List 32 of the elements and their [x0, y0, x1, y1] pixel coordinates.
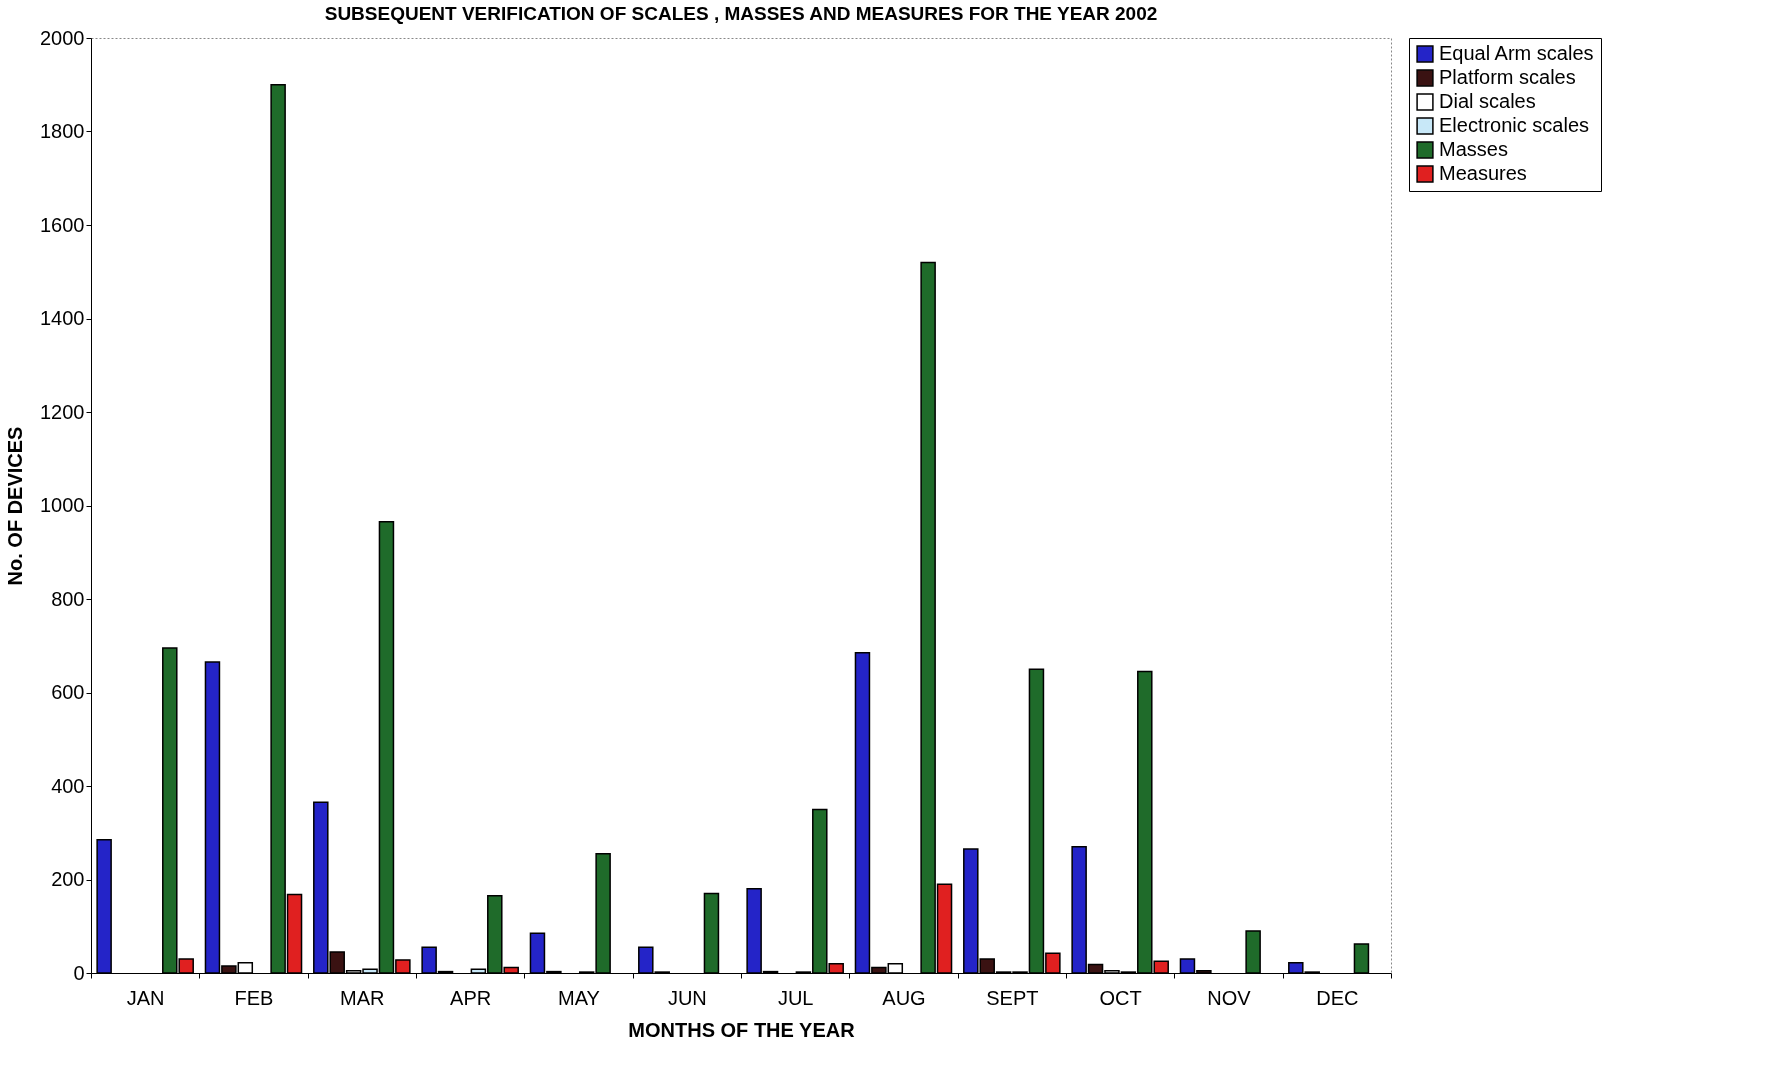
legend-label: Measures: [1439, 162, 1527, 184]
y-tick-label: 1200: [40, 400, 85, 423]
y-tick-label: 1000: [40, 494, 85, 516]
x-axis-title: MONTHS OF THE YEAR: [628, 1018, 856, 1041]
chart-title: SUBSEQUENT VERIFICATION OF SCALES , MASSES AND MEASURES FOR THE YEAR 2002: [324, 3, 1158, 24]
y-tick-label: 400: [51, 774, 85, 797]
legend-label: Dial scales: [1439, 90, 1536, 112]
x-tick-label: DEC: [1316, 986, 1359, 1009]
legend-label: Electronic scales: [1439, 114, 1590, 136]
x-tick-label: JUN: [667, 986, 707, 1009]
x-tick-label: FEB: [234, 986, 274, 1009]
y-tick-label: 0: [73, 961, 85, 984]
x-tick-label: NOV: [1207, 986, 1252, 1009]
y-tick-label: 600: [51, 681, 85, 703]
x-tick-label: OCT: [1099, 986, 1142, 1009]
y-tick-label: 1800: [40, 120, 85, 142]
y-tick-label: 1600: [40, 213, 85, 236]
x-tick-label: JAN: [126, 986, 165, 1009]
y-axis-title: No. OF DEVICES: [4, 426, 27, 586]
x-tick-label: AUG: [882, 986, 926, 1009]
legend-label: Masses: [1439, 138, 1508, 160]
x-tick-label: MAR: [340, 986, 385, 1009]
x-tick-label: SEPT: [986, 986, 1039, 1009]
x-tick-label: MAY: [558, 986, 600, 1009]
y-tick-label: 1400: [40, 307, 85, 329]
x-tick-label: APR: [450, 986, 492, 1009]
y-tick-label: 200: [51, 868, 85, 890]
legend-label: Platform scales: [1439, 66, 1576, 88]
x-tick-label: JUL: [777, 986, 814, 1009]
y-tick-label: 2000: [40, 26, 85, 49]
y-tick-label: 800: [51, 587, 85, 610]
legend-label: Equal Arm scales: [1439, 42, 1594, 64]
